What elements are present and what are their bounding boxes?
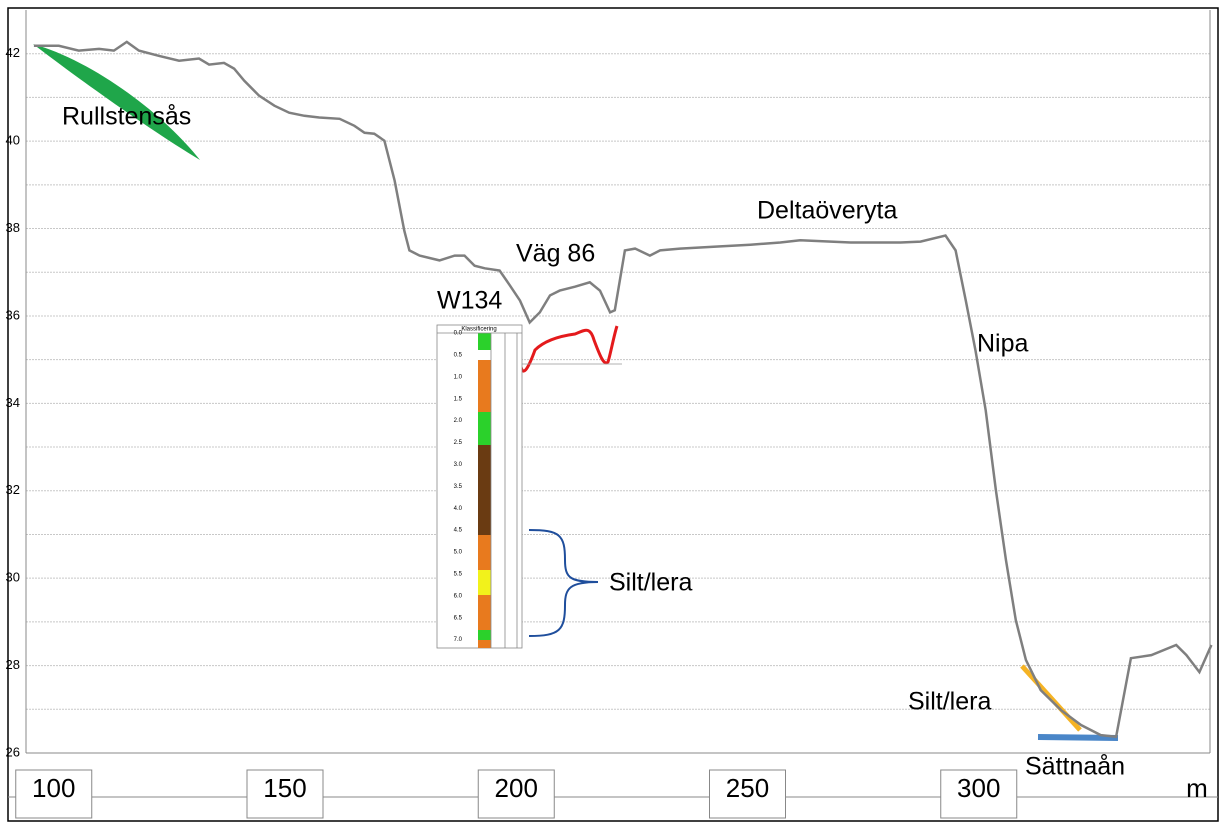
- log-depth: 6.5: [454, 615, 463, 621]
- bracket: [528, 529, 599, 637]
- x-tick-label: 150: [263, 773, 306, 803]
- log-layer: [478, 333, 491, 350]
- log-layer: [478, 535, 491, 570]
- log-layer: [478, 630, 491, 640]
- annotation: Sättnaån: [1025, 753, 1125, 781]
- river: [1037, 734, 1119, 741]
- annotation: Silt/lera: [908, 688, 991, 716]
- log-depth: 1.5: [454, 396, 463, 402]
- log-depth: 5.0: [454, 550, 463, 556]
- annotation: Nipa: [977, 330, 1029, 358]
- log-depth: 5.5: [454, 571, 463, 577]
- log-depth: 0.0: [454, 331, 463, 337]
- log-layer: [478, 360, 491, 412]
- log-layer: [478, 570, 491, 595]
- log-layer: [478, 640, 491, 648]
- frame: [7, 7, 1219, 822]
- annotation: Väg 86: [516, 240, 595, 268]
- x-tick-box: [246, 769, 324, 819]
- y-tick-label: 36: [6, 307, 20, 322]
- y-tick-label: 42: [6, 45, 20, 60]
- y-tick-label: 26: [6, 744, 20, 759]
- profile-line: [33, 40, 1213, 739]
- esker-shape: [33, 44, 200, 160]
- y-tick-label: 28: [6, 657, 20, 672]
- x-tick-label: 200: [495, 773, 538, 803]
- y-tick-label: 40: [6, 133, 20, 148]
- x-tick-box: [940, 769, 1018, 819]
- road-sketch: [519, 325, 619, 373]
- log-depth: 6.0: [454, 593, 463, 599]
- log-layer: [478, 445, 491, 535]
- y-tick-label: 38: [6, 220, 20, 235]
- log-depth: 0.5: [454, 352, 463, 358]
- y-tick-label: 30: [6, 570, 20, 585]
- x-tick-label: 300: [957, 773, 1000, 803]
- y-tick-label: 32: [6, 482, 20, 497]
- log-depth: 7.0: [454, 637, 463, 643]
- x-unit: m: [1186, 773, 1208, 803]
- x-tick-box: [477, 769, 555, 819]
- y-tick-label: 34: [6, 395, 20, 410]
- x-tick-box: [709, 769, 786, 819]
- log-depth: 2.5: [454, 440, 463, 446]
- log-depth: 4.5: [454, 528, 463, 534]
- silt-layer: [1020, 664, 1082, 732]
- annotation: Silt/lera: [609, 569, 692, 597]
- log-layer: [478, 595, 491, 630]
- x-tick-label: 100: [32, 773, 75, 803]
- log-header: Klassificering: [461, 327, 496, 333]
- annotation: Deltaöveryta: [757, 197, 897, 225]
- log-layer: [478, 412, 491, 445]
- x-tick-box: [15, 769, 93, 819]
- annotation: W134: [437, 287, 502, 315]
- annotation: Rullstensås: [62, 103, 191, 131]
- x-tick-label: 250: [726, 773, 769, 803]
- log-depth: 1.0: [454, 374, 463, 380]
- log-depth: 3.5: [454, 484, 463, 490]
- log-depth: 3.0: [454, 462, 463, 468]
- log-depth: 2.0: [454, 418, 463, 424]
- grid: [26, 53, 1210, 754]
- log-depth: 4.0: [454, 506, 463, 512]
